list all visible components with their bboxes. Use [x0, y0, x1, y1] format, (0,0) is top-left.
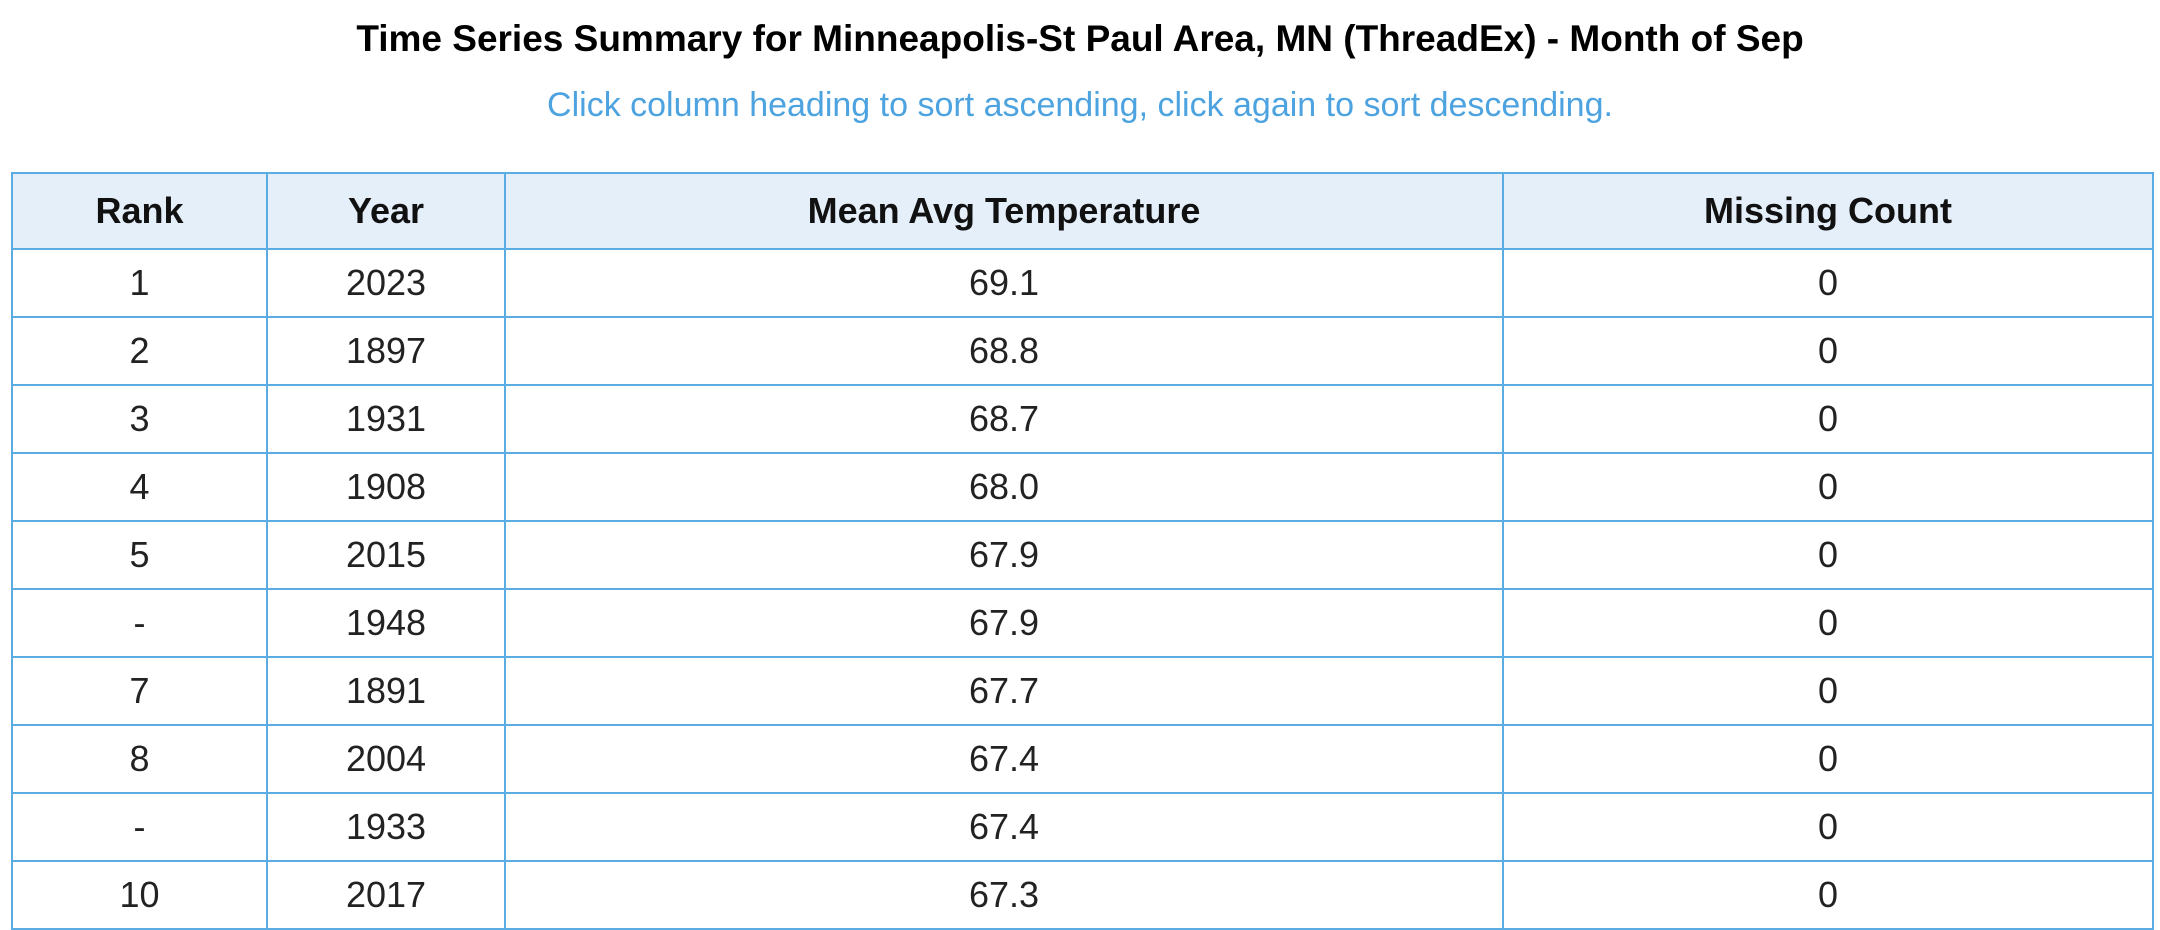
table-cell: 8 — [11, 724, 268, 794]
table-cell: 3 — [11, 384, 268, 454]
table-cell: 4 — [11, 452, 268, 522]
table-cell: 67.9 — [504, 520, 1504, 590]
table-cell: 1 — [11, 248, 268, 318]
table-cell: 2017 — [266, 860, 506, 930]
table-cell: 10 — [11, 860, 268, 930]
table-cell: 0 — [1502, 384, 2154, 454]
table-row: 3 1931 68.7 0 — [11, 384, 2154, 454]
table-cell: 0 — [1502, 316, 2154, 386]
table-cell: 0 — [1502, 520, 2154, 590]
table-cell: 5 — [11, 520, 268, 590]
table-cell: 67.3 — [504, 860, 1504, 930]
table-cell: 0 — [1502, 248, 2154, 318]
table-cell: 1931 — [266, 384, 506, 454]
table-cell: 1933 — [266, 792, 506, 862]
table-cell: 0 — [1502, 588, 2154, 658]
table-row: 10 2017 67.3 0 — [11, 860, 2154, 930]
table-cell: - — [11, 588, 268, 658]
table-cell: 2023 — [266, 248, 506, 318]
table-row: 8 2004 67.4 0 — [11, 724, 2154, 794]
table-row: 1 2023 69.1 0 — [11, 248, 2154, 318]
table-row: -1933 67.4 0 — [11, 792, 2154, 862]
table-cell: 0 — [1502, 724, 2154, 794]
table-cell: 67.4 — [504, 724, 1504, 794]
table-cell: 2 — [11, 316, 268, 386]
column-header[interactable]: Year — [266, 172, 506, 250]
column-header[interactable]: Mean Avg Temperature — [504, 172, 1504, 250]
column-header[interactable]: Rank — [11, 172, 268, 250]
table-cell: 67.9 — [504, 588, 1504, 658]
table-cell: 1897 — [266, 316, 506, 386]
column-header[interactable]: Missing Count — [1502, 172, 2154, 250]
table-cell: 0 — [1502, 860, 2154, 930]
table-row: 4 1908 68.0 0 — [11, 452, 2154, 522]
table-cell: 0 — [1502, 656, 2154, 726]
table-cell: 2015 — [266, 520, 506, 590]
table-cell: 67.7 — [504, 656, 1504, 726]
table-body: 1 2023 69.1 0 2 1897 68.8 0 3 1931 68.7 0 4 1908 68.0 0… — [11, 248, 2154, 930]
page-title: Time Series Summary for Minneapolis-St P… — [356, 18, 1804, 59]
table-cell: 68.8 — [504, 316, 1504, 386]
table-cell: 69.1 — [504, 248, 1504, 318]
table-row: 7 1891 67.7 0 — [11, 656, 2154, 726]
header-row: Rank Year Mean Avg Temperature Missing Coun… — [11, 172, 2154, 250]
table-row: -1948 67.9 0 — [11, 588, 2154, 658]
table-cell: 2004 — [266, 724, 506, 794]
table-row: 5 2015 67.9 0 — [11, 520, 2154, 590]
table-cell: 68.7 — [504, 384, 1504, 454]
table-cell: 1891 — [266, 656, 506, 726]
table-cell: 68.0 — [504, 452, 1504, 522]
table-cell: 67.4 — [504, 792, 1504, 862]
table-cell: 7 — [11, 656, 268, 726]
table-cell: - — [11, 792, 268, 862]
table-cell: 1948 — [266, 588, 506, 658]
sort-hint: Click column heading to sort ascending, … — [547, 86, 1613, 124]
table-row: 2 1897 68.8 0 — [11, 316, 2154, 386]
table-cell: 1908 — [266, 452, 506, 522]
table-cell: 0 — [1502, 452, 2154, 522]
table-cell: 0 — [1502, 792, 2154, 862]
summary-table: Rank Year Mean Avg Temperature Missing Coun… — [11, 172, 2154, 930]
